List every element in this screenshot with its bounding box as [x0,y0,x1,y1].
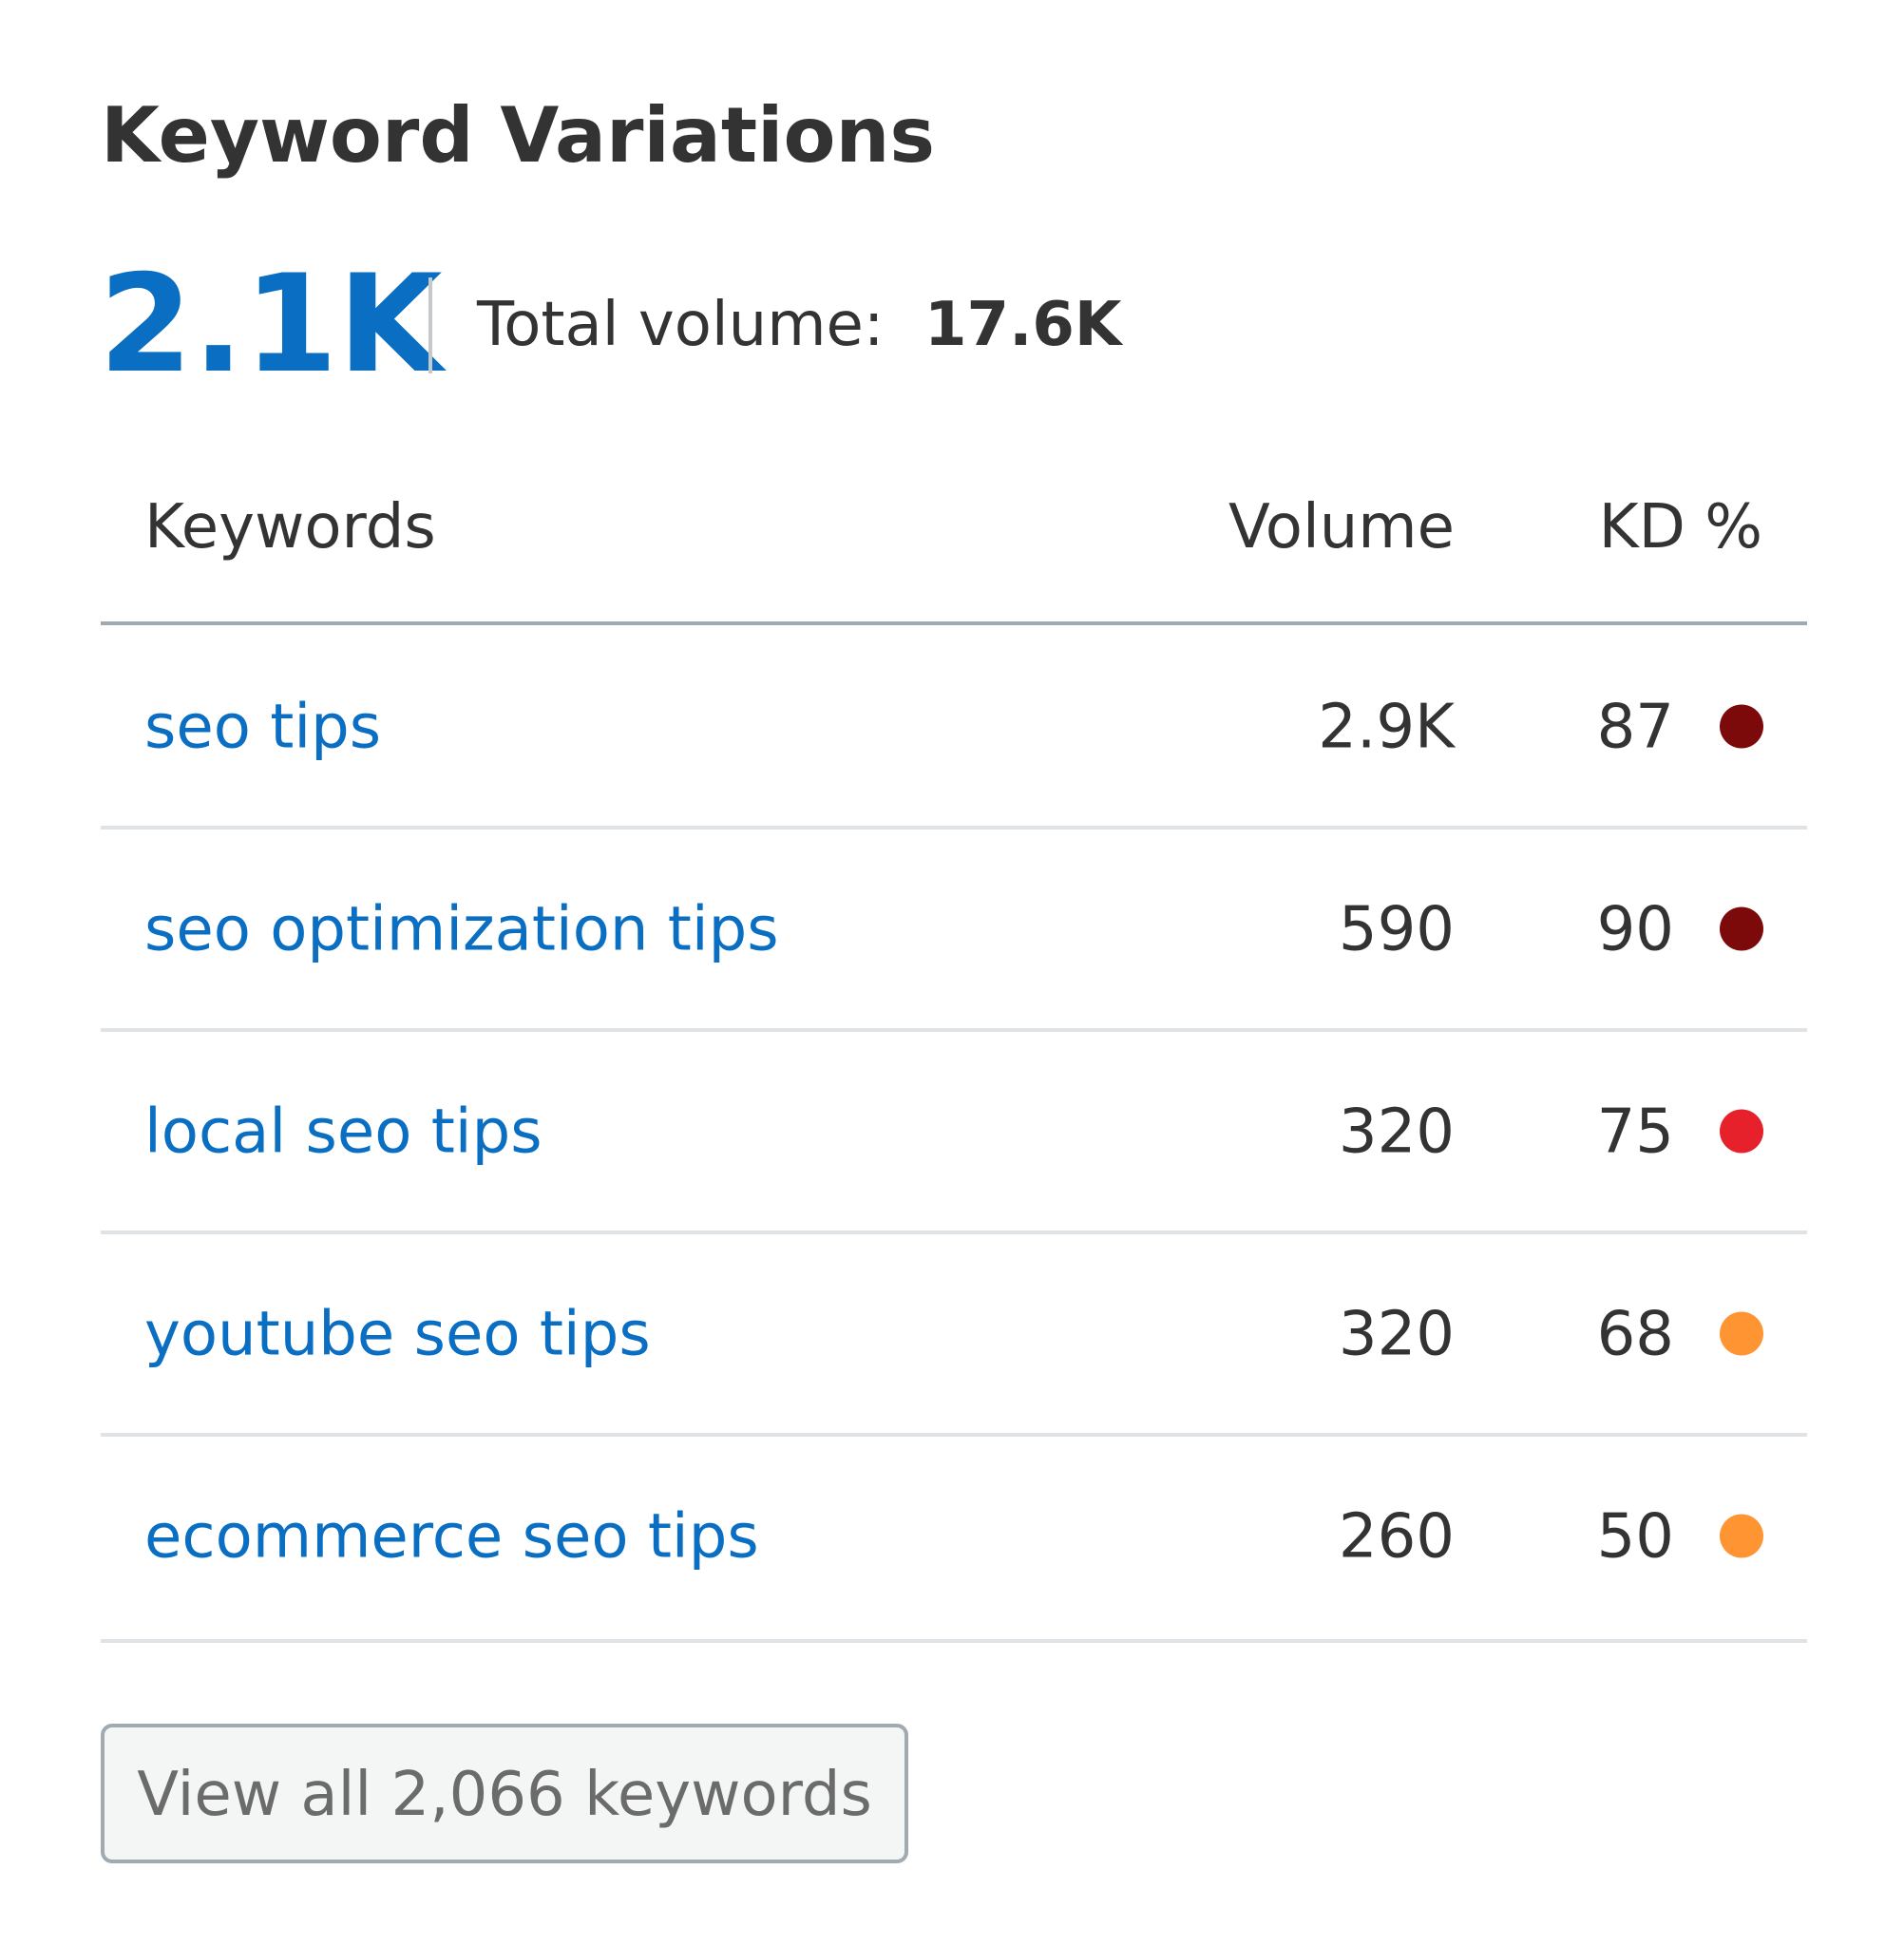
keyword-link[interactable]: ecommerce seo tips [144,1502,759,1573]
volume: 590 [1339,895,1455,965]
kd-dot [1720,1109,1763,1154]
volume: 320 [1339,1300,1455,1370]
volume: 260 [1339,1502,1455,1573]
column-header: KD % [1599,492,1762,563]
kd-value: 50 [1597,1502,1674,1573]
volume: 2.9K [1318,693,1457,763]
keyword-link[interactable]: seo tips [144,693,381,763]
kd-dot [1720,906,1763,951]
kd-value: 68 [1597,1300,1674,1370]
table-body: seo tips 2.9K 87 seo optimization tips 590 90… [101,693,1807,1643]
kd-dot [1720,1514,1763,1558]
kd-dot [1720,704,1763,749]
view-all-button[interactable] [101,1724,908,1863]
view-all-label[interactable]: View all 2,066 keywords [137,1760,872,1830]
total-value: 17.6K [924,290,1124,360]
kd-value: 90 [1597,895,1674,965]
kd-value: 75 [1597,1097,1674,1168]
keyword-link[interactable]: seo optimization tips [144,895,779,965]
title: Keyword Variations [101,91,935,180]
volume: 320 [1339,1097,1455,1168]
keyword-count: 2.1K [99,246,447,403]
column-header: Volume [1228,492,1455,563]
kd-value: 87 [1597,693,1674,763]
keyword-link[interactable]: local seo tips [144,1097,543,1168]
keyword-link[interactable]: youtube seo tips [144,1300,651,1370]
total-label: Total volume: [476,290,884,360]
kd-dot [1720,1311,1763,1356]
column-header: Keywords [144,492,436,563]
